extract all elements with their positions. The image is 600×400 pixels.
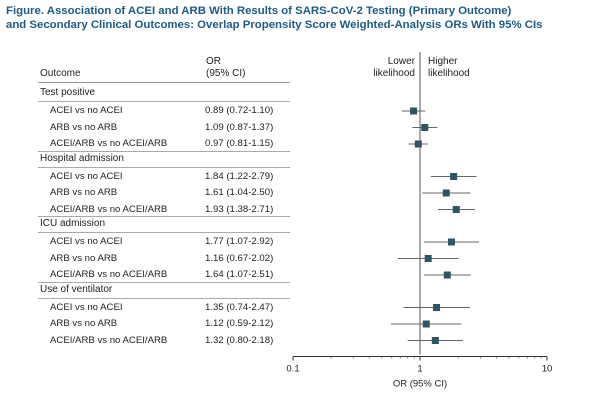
group-divider (38, 281, 290, 283)
group-header-underline (38, 166, 290, 168)
outcome-column-header: Outcome (40, 68, 81, 79)
figure-title-line-1: Figure. Association of ACEI and ARB With… (6, 5, 512, 17)
row-or-ci: 1.84 (1.22-2.79) (205, 170, 274, 182)
row-label: ACEI/ARB vs no ACEI/ARB (50, 138, 168, 149)
row-label: ACEI vs no ACEI (50, 170, 123, 182)
row-or-ci: 1.64 (1.07-2.51) (205, 269, 274, 280)
group-header-underline (38, 101, 290, 102)
figure-title-line-2: and Secondary Clinical Outcomes: Overlap… (6, 19, 543, 31)
or-marker (452, 206, 460, 213)
or-marker (410, 107, 418, 115)
x-axis-label: OR (95% CI) (393, 379, 447, 390)
header-divider (38, 82, 290, 83)
or-marker (433, 304, 441, 311)
row-or-ci: 1.16 (0.67-2.02) (205, 252, 274, 264)
row-label: ACEI/ARB vs no ACEI/ARB (50, 334, 168, 346)
group-header-underline (38, 297, 290, 299)
or-column-header: OR (95% CI) (206, 56, 245, 80)
row-or-ci: 1.32 (0.80-2.18) (205, 334, 274, 346)
or-marker (421, 124, 429, 131)
row-or-ci: 1.93 (1.38-2.71) (205, 203, 274, 215)
higher-likelihood-line-1: Higher (428, 56, 458, 67)
group-divider (38, 216, 290, 217)
or-column-header-line-1: OR (206, 56, 221, 67)
row-label: ACEI vs no ACEI (50, 236, 123, 247)
group-divider (38, 150, 290, 152)
row-label: ARB vs no ARB (50, 318, 118, 329)
group-header: Test positive (40, 87, 96, 98)
or-marker (450, 173, 458, 180)
x-tick-label: 1 (417, 364, 422, 375)
higher-likelihood-line-2: likelihood (428, 68, 470, 79)
row-label: ACEI vs no ACEI (50, 105, 123, 116)
row-label: ARB vs no ARB (50, 252, 118, 264)
row-or-ci: 1.09 (0.87-1.37) (205, 121, 274, 133)
or-marker (414, 140, 422, 148)
x-tick-label: 0.1 (286, 364, 299, 375)
row-label: ARB vs no ARB (50, 187, 118, 198)
row-or-ci: 1.12 (0.59-2.12) (205, 318, 274, 329)
row-label: ACEI/ARB vs no ACEI/ARB (50, 269, 168, 280)
group-header-underline (38, 232, 290, 233)
row-or-ci: 0.89 (0.72-1.10) (205, 105, 274, 116)
or-marker (431, 337, 439, 344)
lower-likelihood-label: Lower likelihood (373, 56, 415, 80)
row-or-ci: 1.77 (1.07-2.92) (205, 236, 274, 247)
row-label: ARB vs no ARB (50, 121, 118, 133)
or-marker (442, 189, 450, 197)
lower-likelihood-line-1: Lower (387, 56, 415, 67)
or-marker (424, 255, 432, 262)
or-marker (447, 238, 455, 246)
group-header: Use of ventilator (40, 283, 113, 295)
row-or-ci: 1.35 (0.74-2.47) (205, 301, 274, 313)
row-or-ci: 1.61 (1.04-2.50) (205, 187, 274, 198)
higher-likelihood-label: Higher likelihood (428, 56, 470, 80)
group-header: ICU admission (40, 218, 106, 229)
or-marker (422, 320, 430, 328)
figure-title: Figure. Association of ACEI and ARB With… (6, 4, 596, 32)
group-header: Hospital admission (40, 152, 124, 164)
row-label: ACEI/ARB vs no ACEI/ARB (50, 203, 168, 215)
or-marker (443, 271, 451, 279)
row-label: ACEI vs no ACEI (50, 301, 123, 313)
lower-likelihood-line-2: likelihood (373, 68, 415, 79)
row-or-ci: 0.97 (0.81-1.15) (205, 138, 274, 149)
x-tick-label: 10 (542, 364, 553, 375)
or-column-header-line-2: (95% CI) (206, 68, 246, 79)
